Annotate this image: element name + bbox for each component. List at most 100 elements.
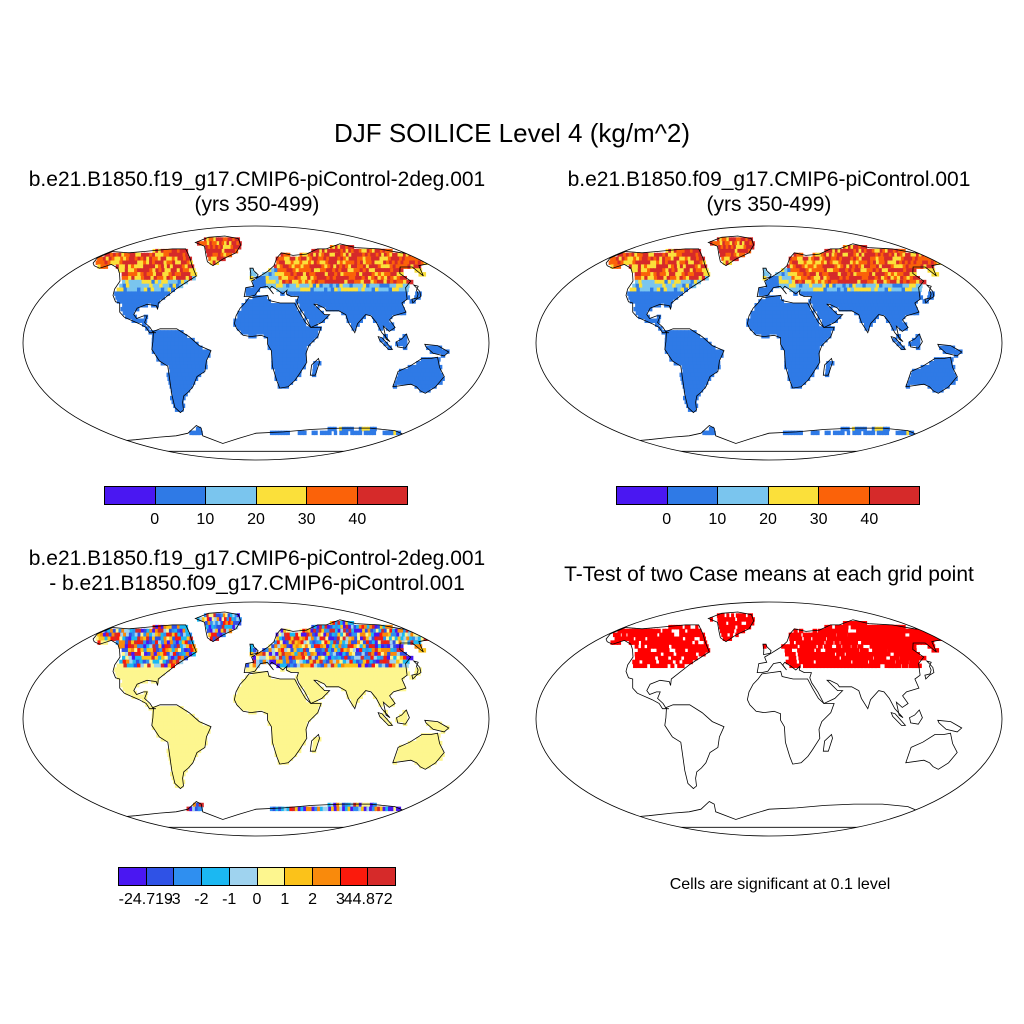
grid-cell <box>284 632 289 638</box>
grid-cell <box>128 651 132 657</box>
grid-cell <box>885 283 892 289</box>
grid-cell <box>749 326 755 331</box>
grid-cell <box>691 341 697 347</box>
grid-cell <box>321 655 327 661</box>
grid-cell <box>632 283 637 289</box>
grid-cell <box>263 295 268 300</box>
grid-cell <box>828 295 834 300</box>
grid-cell <box>350 671 357 676</box>
grid-cell <box>637 252 642 258</box>
grid-cell <box>267 690 272 696</box>
grid-cell <box>711 345 716 351</box>
grid-cell <box>438 372 444 378</box>
grid-cell <box>684 252 688 258</box>
grid-cell <box>681 380 687 385</box>
grid-cell <box>707 349 712 354</box>
grid-cell <box>280 628 285 634</box>
grid-cell <box>146 272 151 277</box>
grid-cell <box>892 303 898 308</box>
grid-cell <box>134 644 138 649</box>
grid-cell <box>386 295 393 300</box>
grid-cell <box>151 713 157 719</box>
grid-cell <box>692 361 698 366</box>
grid-cell <box>178 264 183 269</box>
grid-cell <box>294 326 299 331</box>
grid-cell <box>806 310 811 316</box>
grid-cell <box>379 314 385 320</box>
grid-cell <box>427 361 433 366</box>
grid-cell <box>892 314 898 320</box>
grid-cell <box>895 303 902 308</box>
grid-cell <box>846 264 852 269</box>
grid-cell <box>811 341 816 347</box>
grid-cell <box>301 326 307 331</box>
grid-cell <box>344 686 351 692</box>
grid-cell <box>163 725 169 730</box>
grid-cell <box>252 299 257 304</box>
grid-cell <box>394 380 399 385</box>
grid-cell <box>299 628 305 634</box>
grid-cell <box>339 651 345 657</box>
grid-cell <box>825 364 831 370</box>
grid-cell <box>397 372 403 378</box>
grid-cell <box>160 628 165 634</box>
grid-cell <box>154 671 159 676</box>
grid-cell <box>947 380 953 385</box>
grid-cell <box>181 272 185 277</box>
grid-cell <box>865 272 872 277</box>
grid-cell <box>402 333 408 339</box>
grid-cell <box>799 349 805 354</box>
grid-cell <box>680 353 686 358</box>
grid-cell <box>933 357 939 362</box>
grid-cell <box>192 372 198 378</box>
grid-cell <box>380 306 387 312</box>
grid-cell <box>421 256 430 262</box>
grid-cell <box>171 706 176 711</box>
grid-cell <box>334 663 340 669</box>
grid-cell <box>180 368 186 374</box>
grid-cell <box>750 310 755 316</box>
grid-cell <box>300 632 306 638</box>
grid-cell <box>282 709 288 715</box>
grid-cell <box>131 632 136 638</box>
grid-cell <box>214 617 218 622</box>
grid-cell <box>266 682 272 688</box>
grid-cell <box>758 299 763 304</box>
grid-cell <box>789 264 794 269</box>
grid-cell <box>110 252 116 258</box>
grid-cell <box>275 337 280 343</box>
grid-cell <box>936 380 942 385</box>
grid-cell <box>940 361 946 366</box>
grid-cell <box>163 248 167 254</box>
grid-cell <box>799 430 803 436</box>
grid-cell <box>294 721 300 727</box>
grid-cell <box>173 644 178 649</box>
grid-cell <box>757 322 762 327</box>
grid-cell <box>139 694 144 699</box>
grid-cell <box>684 272 689 277</box>
grid-cell <box>299 679 305 684</box>
grid-cell <box>687 279 692 285</box>
grid-cell <box>363 686 369 692</box>
grid-cell <box>811 268 817 273</box>
grid-cell <box>855 303 862 308</box>
grid-cell <box>783 306 789 312</box>
grid-cell <box>271 361 276 366</box>
grid-cell <box>172 283 177 289</box>
grid-cell <box>800 260 806 265</box>
grid-cell <box>237 698 242 703</box>
grid-cell <box>298 279 304 285</box>
grid-cell <box>102 256 108 262</box>
grid-cell <box>421 632 430 638</box>
grid-cell <box>171 256 176 262</box>
grid-cell <box>390 430 396 436</box>
grid-cell <box>391 675 398 680</box>
grid-cell <box>358 426 363 432</box>
grid-cell <box>805 268 811 273</box>
grid-cell <box>757 326 762 331</box>
grid-cell <box>327 264 333 269</box>
grid-cell <box>286 287 292 293</box>
grid-cell <box>266 679 272 684</box>
grid-cell <box>288 264 294 269</box>
grid-cell <box>352 659 359 665</box>
